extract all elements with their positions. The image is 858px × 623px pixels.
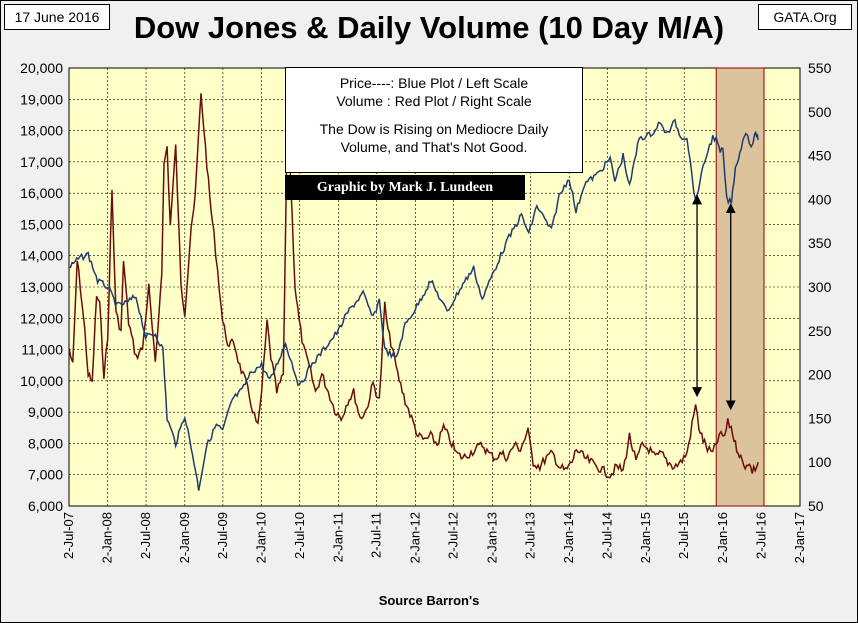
x-axis-ticks: 2-Jul-07 2-Jan-08 2-Jul-08 2-Jan-09 2-Jul-09… xyxy=(61,512,807,563)
left-tick-label: 11,000 xyxy=(21,342,63,358)
right-tick-label: 500 xyxy=(808,104,832,120)
x-tick-label: 2-Jul-13 xyxy=(523,512,538,559)
x-tick-label: 2-Jan-15 xyxy=(638,512,653,563)
left-tick-label: 7,000 xyxy=(28,467,63,483)
left-tick-label: 10,000 xyxy=(20,373,63,389)
right-tick-label: 350 xyxy=(808,235,832,251)
left-tick-label: 18,000 xyxy=(20,123,63,139)
right-tick-label: 250 xyxy=(808,323,832,339)
price-series-line xyxy=(68,118,759,491)
date-label: 17 June 2016 xyxy=(4,4,110,30)
x-tick-label: 2-Jan-16 xyxy=(715,512,730,563)
right-tick-label: 300 xyxy=(808,279,832,295)
x-tick-label: 2-Jul-16 xyxy=(753,512,768,559)
source-label: GATA.Org xyxy=(758,4,852,30)
left-tick-label: 13,000 xyxy=(20,279,63,295)
x-tick-label: 2-Jan-09 xyxy=(177,512,192,563)
legend-line-price: Price----: Blue Plot / Left Scale xyxy=(339,75,529,91)
x-tick-label: 2-Jan-17 xyxy=(792,512,807,563)
volume-series-line xyxy=(68,93,759,479)
left-tick-label: 19,000 xyxy=(20,91,63,107)
x-tick-label: 2-Jul-15 xyxy=(676,512,691,559)
x-tick-label: 2-Jan-12 xyxy=(407,512,422,563)
right-axis-ticks: 50 100 150 200 250 300 350 400 450 500 550 xyxy=(808,60,832,514)
right-tick-label: 100 xyxy=(808,454,832,470)
right-tick-label: 150 xyxy=(808,410,832,426)
x-tick-label: 2-Jul-12 xyxy=(446,512,461,559)
x-tick-label: 2-Jul-07 xyxy=(61,512,76,559)
left-tick-label: 6,000 xyxy=(28,498,63,514)
left-tick-label: 8,000 xyxy=(28,435,63,451)
legend-note-line2: Volume, and That's Not Good. xyxy=(340,139,528,155)
x-tick-label: 2-Jul-09 xyxy=(215,512,230,559)
right-tick-label: 200 xyxy=(808,367,832,383)
left-tick-label: 9,000 xyxy=(28,404,63,420)
right-tick-label: 550 xyxy=(808,60,832,76)
legend-line-volume: Volume : Red Plot / Right Scale xyxy=(336,93,532,109)
left-tick-label: 16,000 xyxy=(20,185,63,201)
left-axis-ticks: 6,000 7,000 8,000 9,000 10,000 11,000 12,000 13… xyxy=(20,60,63,514)
arrows-layer xyxy=(692,194,736,411)
left-tick-label: 14,000 xyxy=(20,248,63,264)
highlight-region xyxy=(715,67,765,507)
left-tick-label: 12,000 xyxy=(20,310,63,326)
legend-note-line1: The Dow is Rising on Mediocre Daily xyxy=(319,121,549,137)
highlight-rect xyxy=(715,67,765,507)
x-tick-label: 2-Jul-08 xyxy=(138,512,153,559)
right-tick-label: 50 xyxy=(808,498,824,514)
x-tick-label: 2-Jul-10 xyxy=(292,512,307,559)
right-tick-label: 450 xyxy=(808,148,832,164)
x-axis-label: Source Barron's xyxy=(378,593,480,608)
x-tick-label: 2-Jan-14 xyxy=(561,512,576,563)
left-tick-label: 17,000 xyxy=(20,154,63,170)
right-tick-label: 400 xyxy=(808,191,832,207)
x-tick-label: 2-Jan-08 xyxy=(100,512,115,563)
x-tick-label: 2-Jul-11 xyxy=(369,512,384,558)
x-tick-label: 2-Jan-13 xyxy=(484,512,499,563)
x-tick-label: 2-Jan-10 xyxy=(254,512,269,563)
x-tick-label: 2-Jul-14 xyxy=(599,512,614,559)
chart-title: Dow Jones & Daily Volume (10 Day M/A) xyxy=(133,10,725,45)
left-tick-label: 15,000 xyxy=(20,216,63,232)
series-layer xyxy=(68,93,759,491)
left-tick-label: 20,000 xyxy=(20,60,63,76)
credit-label: Graphic by Mark J. Lundeen xyxy=(285,175,525,200)
x-tick-label: 2-Jan-11 xyxy=(330,512,345,562)
legend-box: Price----: Blue Plot / Left Scale Volume… xyxy=(285,67,583,173)
